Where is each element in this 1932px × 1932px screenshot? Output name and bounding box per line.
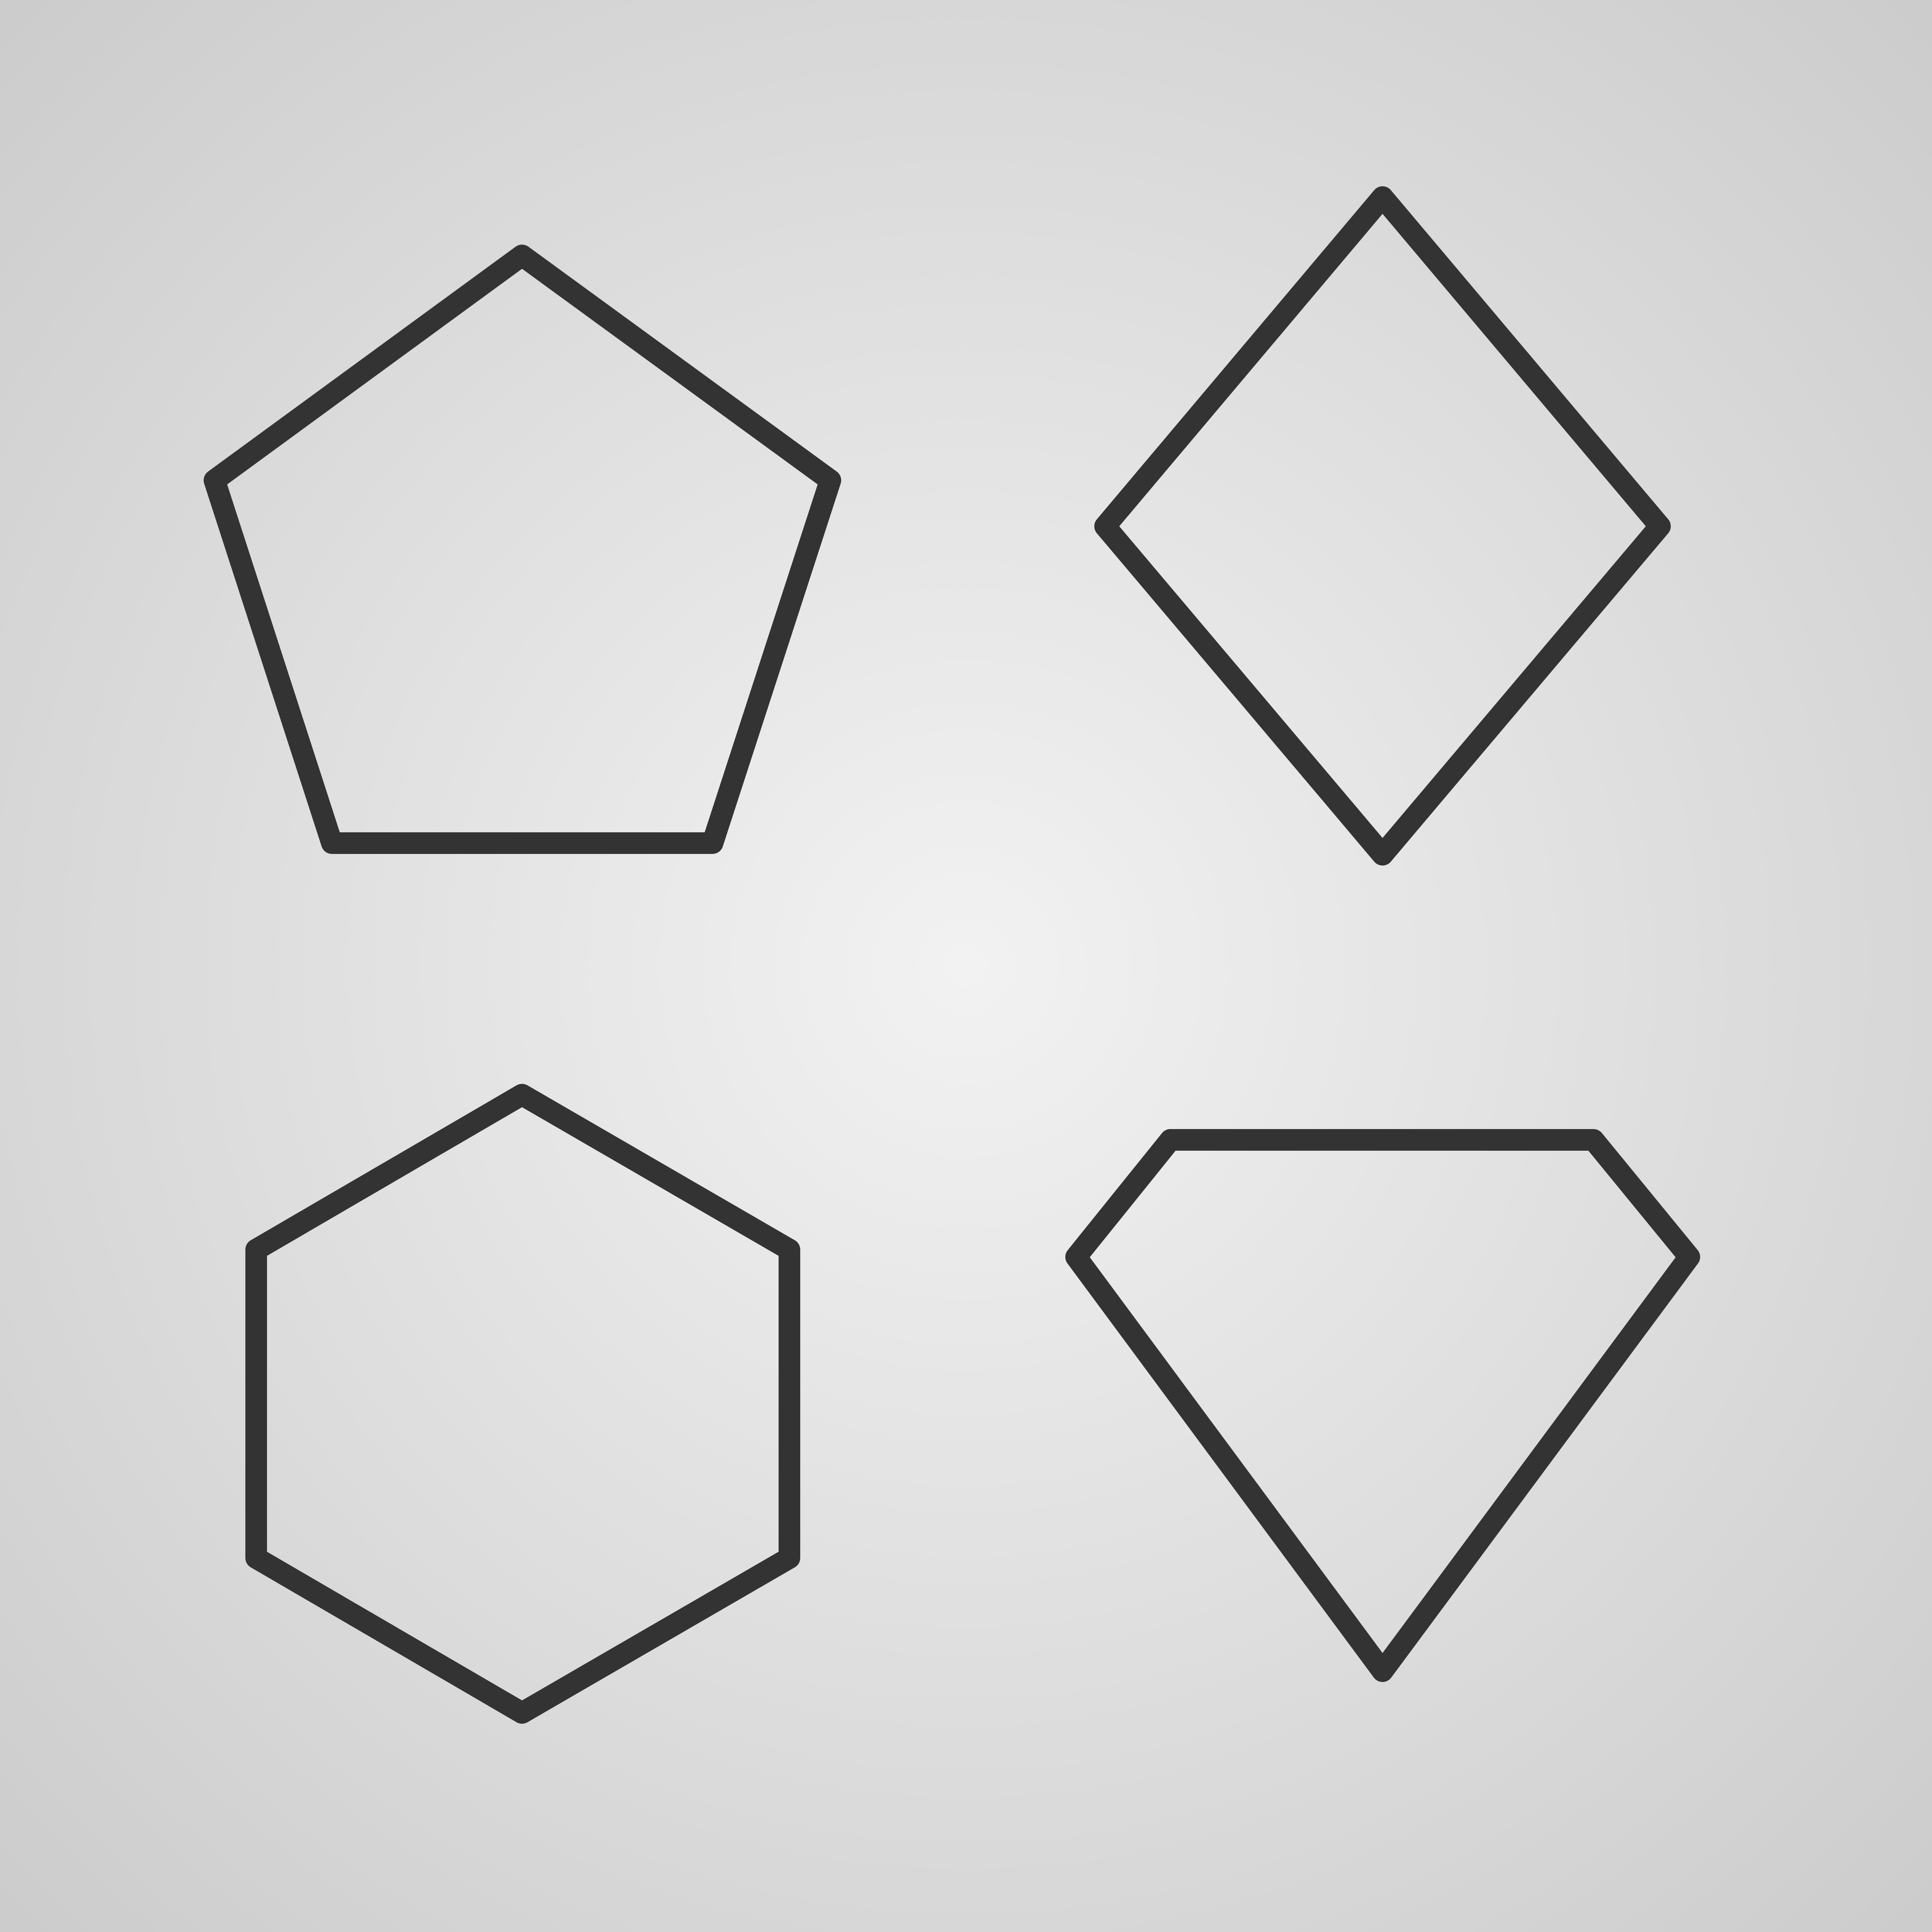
pentagon-icon [204, 245, 841, 854]
diamond-icon [1094, 186, 1671, 866]
gem-icon [1065, 1129, 1700, 1682]
hexagon-icon [245, 1084, 800, 1724]
